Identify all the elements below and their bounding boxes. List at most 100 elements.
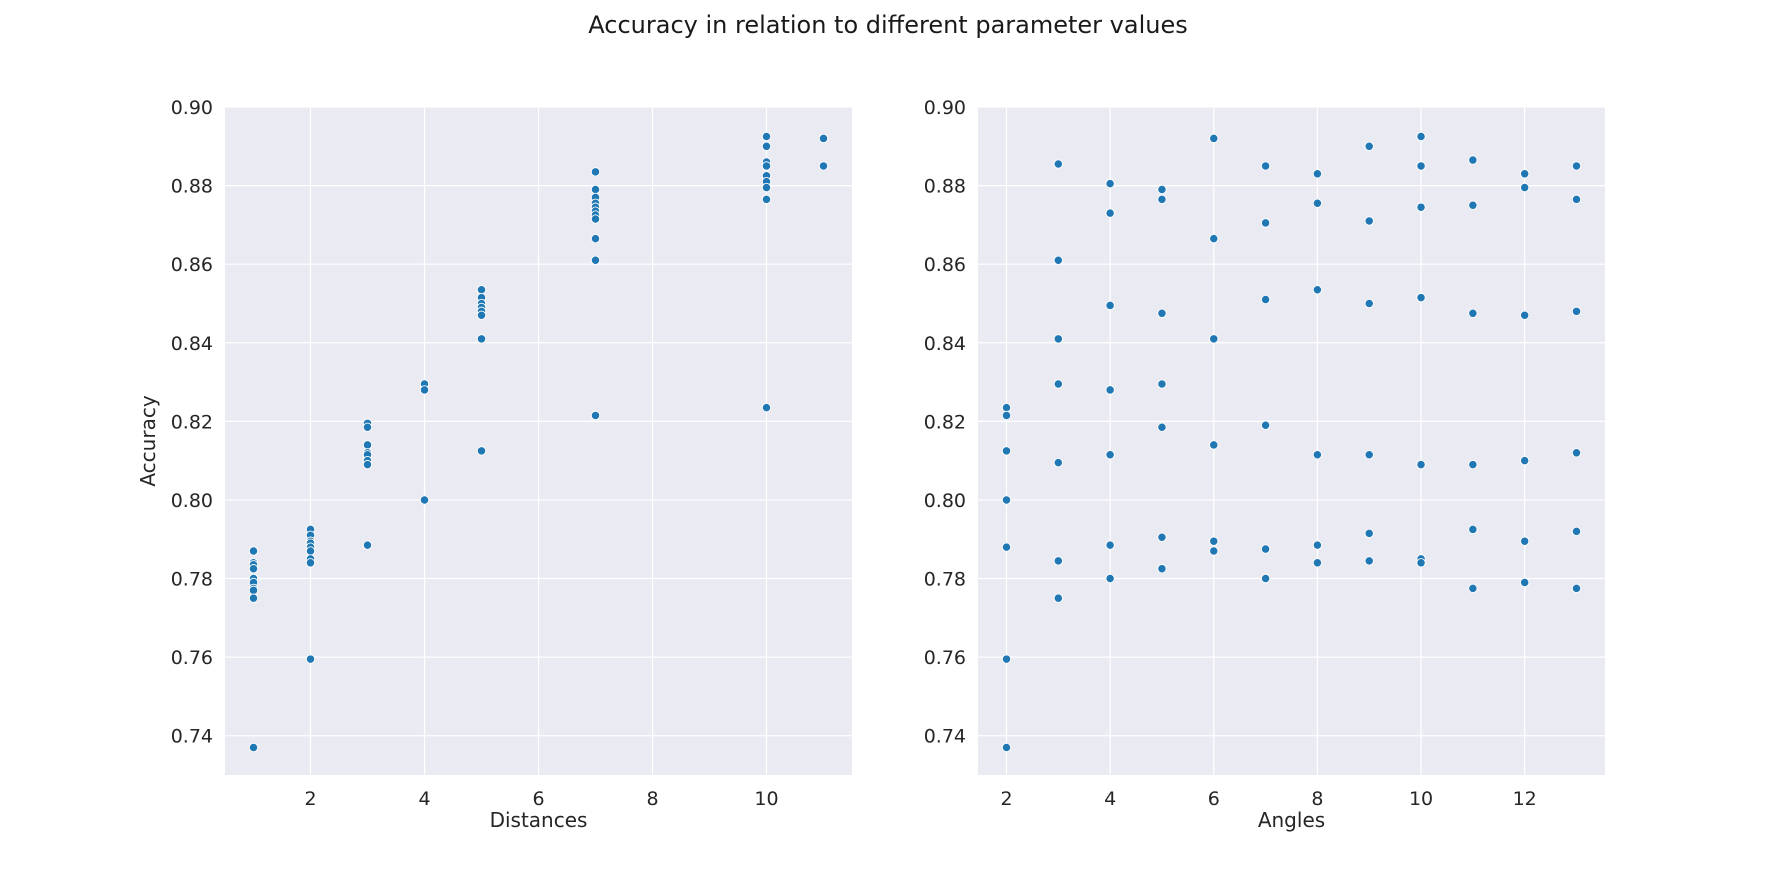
data-point <box>761 161 772 171</box>
data-point <box>305 558 316 568</box>
data-point <box>362 540 373 550</box>
data-point <box>1053 379 1063 389</box>
data-point <box>818 133 829 144</box>
y-tick-label: 0.86 <box>924 254 966 276</box>
data-point <box>590 410 601 421</box>
x-tick-label: 12 <box>1513 788 1537 810</box>
data-point <box>1468 200 1478 210</box>
data-point <box>1053 255 1063 265</box>
data-point <box>1520 169 1530 179</box>
data-point <box>1001 542 1012 552</box>
y-tick-label: 0.88 <box>171 176 213 198</box>
data-point <box>1157 379 1167 389</box>
data-point <box>818 161 829 171</box>
data-point <box>1209 546 1219 556</box>
data-point <box>1260 420 1271 430</box>
data-point <box>1053 593 1063 603</box>
x-tick-label: 6 <box>1208 788 1220 810</box>
data-point <box>1105 540 1115 550</box>
data-point <box>1364 216 1374 226</box>
data-point <box>362 440 373 450</box>
data-point <box>1157 308 1167 318</box>
data-point <box>1312 450 1323 460</box>
x-tick-label: 8 <box>646 788 658 810</box>
y-tick-label: 0.76 <box>924 647 966 669</box>
y-tick-label: 0.78 <box>171 569 213 591</box>
x-tick-label: 10 <box>1409 788 1433 810</box>
data-point <box>1571 526 1582 537</box>
subplot-2: 2 4 6 8 10 12 0.74 0.76 0.78 0.80 0.82 0.84 0.86 0.88… <box>924 97 1605 832</box>
data-point <box>761 131 772 142</box>
data-point <box>1105 178 1115 189</box>
y-tick-label: 0.90 <box>171 97 213 119</box>
y-tick-label: 0.74 <box>171 726 213 748</box>
x-tick-label: 2 <box>1000 788 1012 810</box>
figure-title: Accuracy in relation to different parame… <box>588 11 1188 39</box>
data-point <box>1001 495 1012 505</box>
data-point <box>1416 161 1426 171</box>
data-point <box>1468 155 1478 165</box>
data-point <box>1260 161 1271 171</box>
data-point <box>248 742 259 753</box>
data-point <box>1053 457 1063 468</box>
data-point <box>1312 285 1323 295</box>
data-point <box>590 255 601 265</box>
plot-area-2 <box>978 107 1605 775</box>
y-tick-label: 0.88 <box>924 176 966 198</box>
data-point <box>1364 528 1374 538</box>
data-point <box>1312 540 1323 550</box>
data-point <box>1209 133 1219 144</box>
data-point <box>1105 450 1115 460</box>
data-point <box>1364 450 1374 460</box>
data-point <box>1105 573 1115 584</box>
data-point <box>476 310 487 320</box>
y-tick-label: 0.90 <box>924 97 966 119</box>
data-point <box>761 194 772 204</box>
data-point <box>1105 300 1115 311</box>
data-point <box>1364 298 1374 309</box>
x-tick-label: 6 <box>532 788 544 810</box>
data-point <box>1520 310 1530 320</box>
data-point <box>1468 308 1478 318</box>
data-point <box>305 546 316 556</box>
data-point <box>1260 573 1271 584</box>
data-point <box>1105 385 1115 395</box>
data-point <box>1416 131 1426 142</box>
y-tick-label: 0.82 <box>924 411 966 433</box>
data-point <box>761 141 772 151</box>
data-point <box>1520 182 1530 193</box>
data-point <box>362 459 373 470</box>
data-point <box>1571 583 1582 594</box>
data-point <box>248 564 259 574</box>
data-point <box>476 285 487 295</box>
data-point <box>1260 544 1271 554</box>
data-point <box>1312 558 1323 568</box>
y-tick-label: 0.78 <box>924 569 966 591</box>
data-point <box>1209 536 1219 546</box>
data-point <box>1416 292 1426 303</box>
data-point <box>1571 306 1582 316</box>
data-point <box>1209 233 1219 244</box>
data-point <box>761 182 772 193</box>
data-point <box>1001 654 1012 664</box>
data-point <box>419 385 430 395</box>
y-axis-label: Accuracy <box>136 395 160 486</box>
data-point <box>1260 294 1271 305</box>
data-point <box>1157 184 1167 195</box>
data-point <box>1157 564 1167 574</box>
data-point <box>1520 536 1530 546</box>
data-point <box>590 167 601 177</box>
y-tick-label: 0.84 <box>171 333 213 355</box>
data-point <box>1364 556 1374 566</box>
data-point <box>590 233 601 244</box>
data-point <box>1001 742 1012 753</box>
x-tick-label: 10 <box>754 788 778 810</box>
data-point <box>1520 577 1530 588</box>
data-point <box>590 214 601 224</box>
data-point <box>1001 402 1012 413</box>
data-point <box>1571 448 1582 458</box>
data-point <box>305 654 316 664</box>
data-point <box>1312 169 1323 179</box>
